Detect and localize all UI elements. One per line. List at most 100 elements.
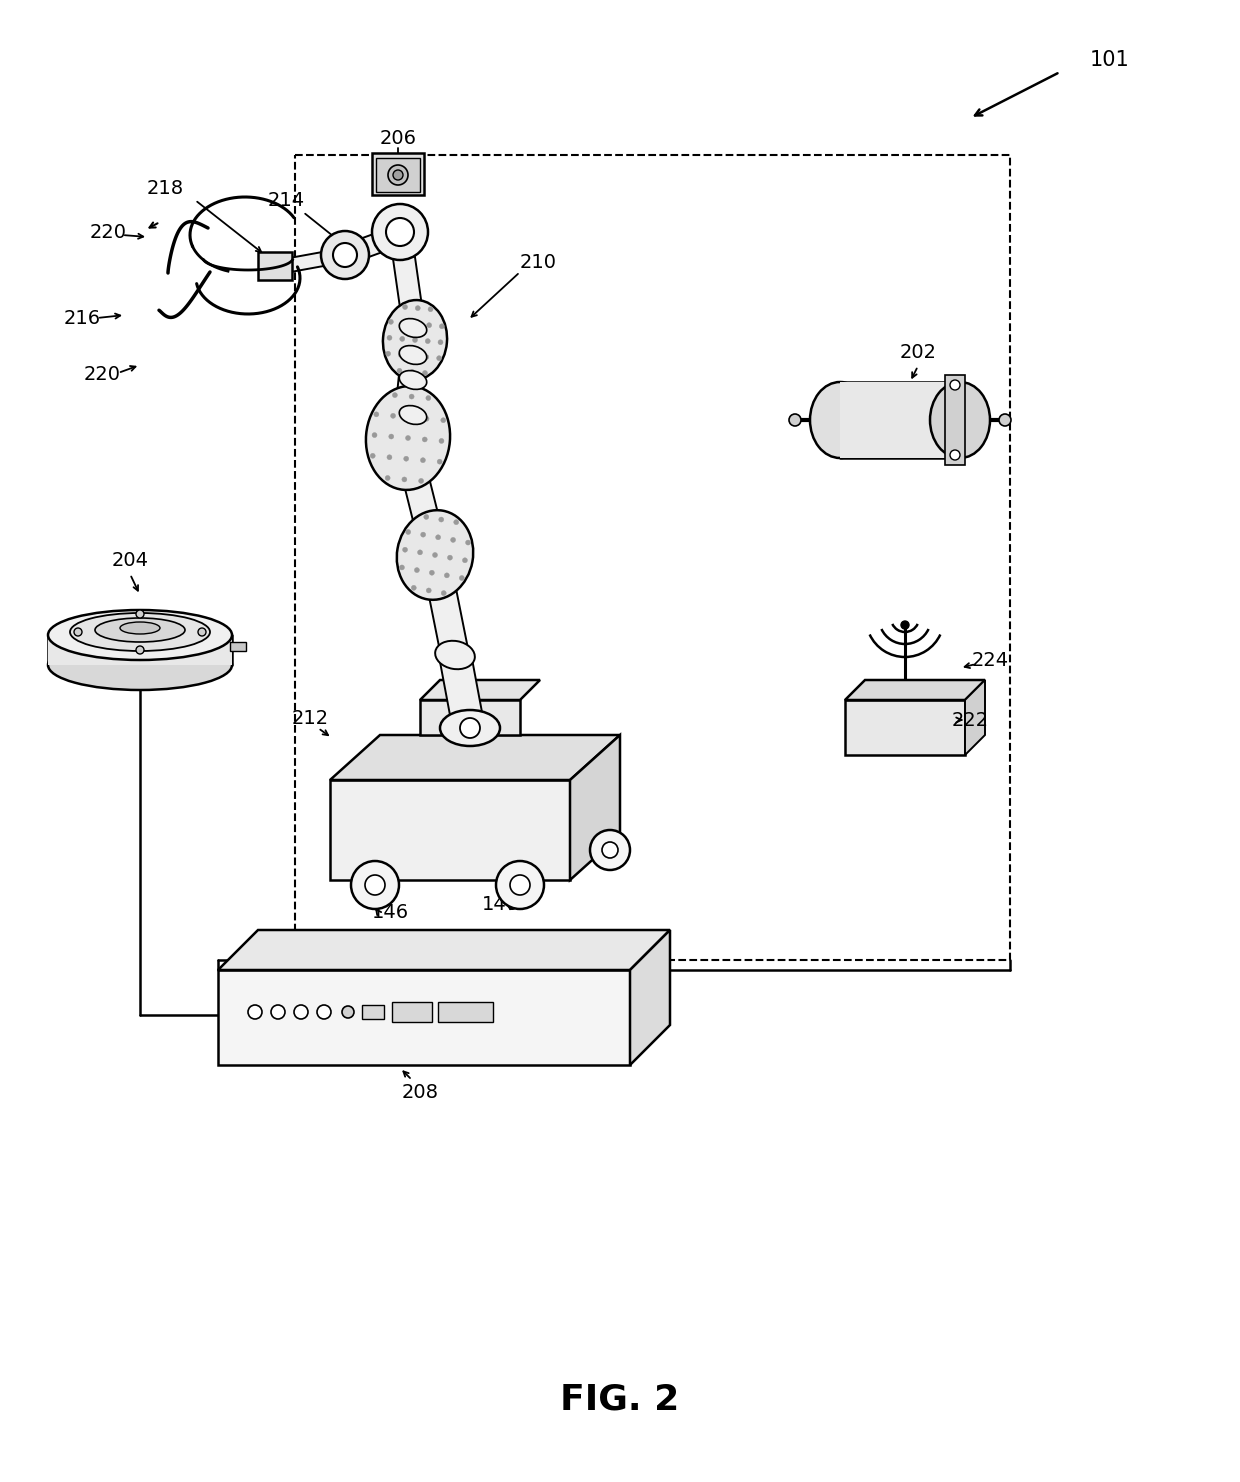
Text: 146: 146: [372, 903, 408, 922]
Circle shape: [423, 437, 428, 442]
Circle shape: [463, 557, 467, 563]
Circle shape: [317, 1005, 331, 1020]
Circle shape: [414, 322, 419, 326]
Ellipse shape: [810, 382, 870, 458]
Circle shape: [454, 520, 459, 525]
Circle shape: [590, 830, 630, 870]
Circle shape: [425, 396, 430, 400]
Circle shape: [294, 1005, 308, 1020]
Polygon shape: [420, 680, 539, 700]
Circle shape: [448, 556, 453, 560]
Bar: [420, 700, 520, 735]
Circle shape: [415, 305, 420, 311]
Circle shape: [248, 1005, 262, 1020]
Circle shape: [372, 433, 377, 437]
Polygon shape: [439, 652, 486, 738]
Ellipse shape: [399, 319, 427, 338]
Circle shape: [425, 338, 430, 344]
Circle shape: [386, 476, 391, 480]
Circle shape: [418, 550, 423, 554]
Circle shape: [439, 323, 444, 329]
Polygon shape: [218, 971, 630, 1066]
Circle shape: [789, 413, 801, 425]
Circle shape: [601, 842, 618, 858]
Circle shape: [427, 588, 432, 593]
Circle shape: [407, 415, 413, 419]
Text: FIG. 2: FIG. 2: [560, 1383, 680, 1417]
Circle shape: [392, 393, 397, 397]
Polygon shape: [341, 225, 403, 264]
Circle shape: [388, 165, 408, 185]
Circle shape: [424, 514, 429, 519]
Circle shape: [428, 307, 433, 311]
Circle shape: [424, 416, 429, 421]
Circle shape: [402, 320, 407, 326]
Circle shape: [436, 356, 441, 360]
Text: 214: 214: [268, 191, 305, 209]
Circle shape: [409, 394, 414, 399]
Circle shape: [372, 205, 428, 259]
Bar: [258, 252, 291, 280]
Circle shape: [510, 874, 529, 895]
Bar: [844, 700, 965, 754]
Polygon shape: [330, 735, 620, 780]
Polygon shape: [570, 735, 620, 880]
Circle shape: [420, 532, 425, 536]
Text: 146: 146: [481, 895, 518, 914]
Circle shape: [439, 517, 444, 522]
Text: 210: 210: [520, 252, 557, 271]
Ellipse shape: [930, 382, 990, 458]
Circle shape: [496, 861, 544, 908]
Circle shape: [420, 458, 425, 462]
Circle shape: [365, 874, 384, 895]
Circle shape: [409, 369, 414, 375]
Circle shape: [351, 861, 399, 908]
Circle shape: [901, 621, 909, 628]
Ellipse shape: [120, 622, 160, 634]
Bar: [229, 642, 246, 651]
Circle shape: [342, 1006, 353, 1018]
Circle shape: [397, 368, 402, 373]
Circle shape: [438, 459, 443, 464]
Circle shape: [414, 568, 419, 572]
Circle shape: [403, 304, 408, 310]
Ellipse shape: [95, 618, 185, 642]
Circle shape: [444, 574, 449, 578]
Polygon shape: [393, 333, 427, 436]
Ellipse shape: [399, 406, 427, 424]
Bar: [376, 159, 420, 193]
Bar: [438, 1002, 494, 1023]
Text: 204: 204: [112, 550, 149, 569]
Circle shape: [404, 456, 409, 461]
Text: 216: 216: [63, 308, 100, 328]
Bar: [362, 1005, 384, 1020]
Circle shape: [388, 319, 393, 325]
Circle shape: [999, 413, 1011, 425]
Circle shape: [399, 336, 404, 341]
Circle shape: [393, 170, 403, 179]
Circle shape: [435, 535, 440, 539]
Circle shape: [405, 436, 410, 440]
Circle shape: [412, 353, 417, 359]
Circle shape: [402, 477, 407, 482]
Circle shape: [398, 353, 403, 357]
Ellipse shape: [440, 710, 500, 745]
Ellipse shape: [366, 387, 450, 491]
Circle shape: [386, 351, 391, 356]
Circle shape: [413, 338, 418, 342]
Circle shape: [433, 553, 438, 557]
Circle shape: [403, 547, 408, 553]
Ellipse shape: [383, 299, 448, 379]
Circle shape: [387, 455, 392, 459]
Circle shape: [423, 370, 428, 375]
Circle shape: [334, 243, 357, 267]
Circle shape: [405, 529, 410, 535]
Circle shape: [950, 379, 960, 390]
Circle shape: [391, 413, 396, 418]
Circle shape: [460, 717, 480, 738]
Bar: [392, 1002, 432, 1023]
Text: 220: 220: [83, 366, 120, 384]
Bar: [945, 375, 965, 465]
Circle shape: [438, 339, 443, 345]
Ellipse shape: [399, 345, 427, 365]
